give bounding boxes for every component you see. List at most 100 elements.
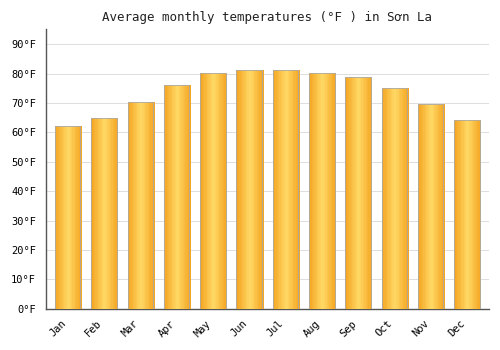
Bar [169,85,171,309]
Bar [170,85,172,309]
Bar [55,126,80,309]
Bar [236,70,262,309]
Bar [310,73,312,309]
Bar [212,73,214,309]
Bar [94,118,96,309]
Bar [274,70,276,309]
Bar [396,88,398,309]
Bar [334,73,336,309]
Bar [387,88,388,309]
Bar [177,85,179,309]
Bar [286,70,288,309]
Bar [202,73,203,309]
Bar [74,126,76,309]
Bar [355,77,356,309]
Bar [360,77,362,309]
Bar [214,73,215,309]
Bar [444,104,445,309]
Title: Average monthly temperatures (°F ) in Sơn La: Average monthly temperatures (°F ) in Sơ… [102,11,432,24]
Bar [96,118,98,309]
Bar [104,118,105,309]
Bar [437,104,438,309]
Bar [330,73,332,309]
Bar [473,120,475,309]
Bar [465,120,466,309]
Bar [66,126,68,309]
Bar [220,73,222,309]
Bar [430,104,432,309]
Bar [324,73,326,309]
Bar [354,77,355,309]
Bar [239,70,241,309]
Bar [184,85,186,309]
Bar [207,73,208,309]
Bar [247,70,249,309]
Bar [256,70,258,309]
Bar [56,126,58,309]
Bar [116,118,118,309]
Bar [363,77,364,309]
Bar [293,70,294,309]
Bar [238,70,240,309]
Bar [67,126,68,309]
Bar [309,73,311,309]
Bar [116,118,117,309]
Bar [278,70,280,309]
Bar [346,77,371,309]
Bar [394,88,396,309]
Bar [244,70,246,309]
Bar [145,102,146,309]
Bar [456,120,458,309]
Bar [165,85,167,309]
Bar [152,102,154,309]
Bar [424,104,425,309]
Bar [325,73,327,309]
Bar [329,73,331,309]
Bar [59,126,60,309]
Bar [223,73,224,309]
Bar [186,85,188,309]
Bar [474,120,476,309]
Bar [243,70,245,309]
Bar [290,70,292,309]
Bar [317,73,319,309]
Bar [210,73,211,309]
Bar [422,104,424,309]
Bar [390,88,392,309]
Bar [346,77,347,309]
Bar [273,70,298,309]
Bar [133,102,134,309]
Bar [254,70,256,309]
Bar [114,118,116,309]
Bar [470,120,472,309]
Bar [79,126,80,309]
Bar [359,77,360,309]
Bar [168,85,170,309]
Bar [80,126,82,309]
Bar [203,73,204,309]
Bar [460,120,462,309]
Bar [429,104,430,309]
Bar [219,73,220,309]
Bar [95,118,97,309]
Bar [367,77,368,309]
Bar [332,73,334,309]
Bar [130,102,132,309]
Bar [146,102,148,309]
Bar [457,120,458,309]
Bar [182,85,184,309]
Bar [91,118,93,309]
Bar [68,126,70,309]
Bar [200,73,202,309]
Bar [285,70,286,309]
Bar [100,118,101,309]
Bar [438,104,440,309]
Bar [149,102,150,309]
Bar [216,73,218,309]
Bar [388,88,390,309]
Bar [200,73,226,309]
Bar [282,70,284,309]
Bar [382,88,384,309]
Bar [132,102,133,309]
Bar [188,85,190,309]
